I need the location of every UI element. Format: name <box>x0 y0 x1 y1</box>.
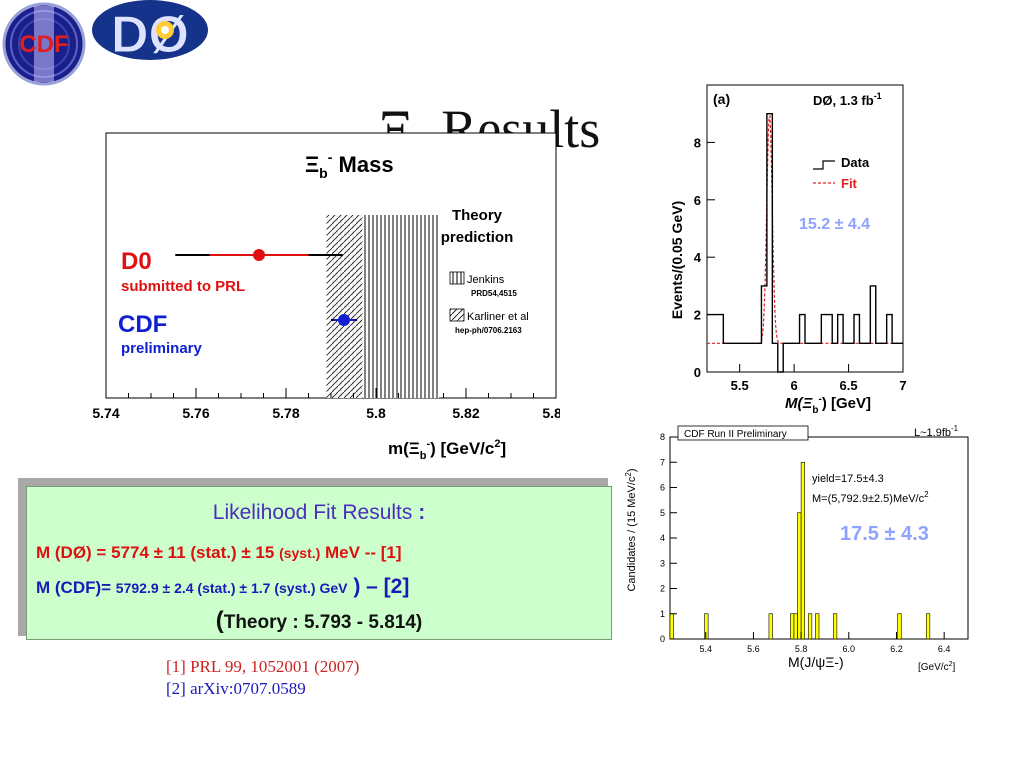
cdf-xunit: [GeV/c2] <box>918 661 955 673</box>
cdf-luminosity: L~1.9fb-1 <box>914 424 959 439</box>
d0-xtick-label-0: 5.5 <box>731 378 749 393</box>
cdf-mass-histogram: 5.4 5.6 5.8 6.0 6.2 6.4 0 1 2 3 4 5 6 7 8 CDF Run II P… <box>624 424 969 673</box>
reference-2: [2] arXiv:0707.0589 <box>166 679 306 698</box>
cdf-bar-7 <box>807 613 813 640</box>
cdf-xlabel: M(J/ψΞ-) <box>788 654 844 670</box>
legend-jenkins-ref: PRD54,4515 <box>471 289 517 298</box>
results-title: Likelihood Fit Results : <box>212 501 426 524</box>
d0-panel-label: (a) <box>713 91 730 107</box>
legend-fit-label: Fit <box>841 176 858 191</box>
cdf-bar-1 <box>704 613 709 640</box>
d0-xtick-label-1: 6 <box>790 378 797 393</box>
cdf-xtick-label-3: 6.0 <box>843 644 856 654</box>
cdf-ytick-label-7: 7 <box>660 457 665 467</box>
cdf-bar-3 <box>790 613 795 640</box>
cdf-ytick-label-8: 8 <box>660 432 665 442</box>
point-d0 <box>253 249 265 261</box>
cdf-bar-10 <box>897 613 902 640</box>
d0-xtick-label-2: 6.5 <box>840 378 858 393</box>
cdf-bar-4 <box>793 613 798 640</box>
d0-result-line: M (DØ) = 5774 ± 11 (stat.) ± 15 (syst.) … <box>36 543 402 562</box>
reference-1: [1] PRL 99, 1052001 (2007) <box>166 657 360 676</box>
cdf-ytick-label-1: 1 <box>660 609 665 619</box>
cdf-series-sublabel: preliminary <box>121 340 203 357</box>
cdf-header-box <box>677 425 809 441</box>
cdf-bar-5 <box>797 512 802 640</box>
d0-experiment-label: DØ, 1.3 fb-1 <box>813 91 882 108</box>
mass-xtick-label-5: 5.84 <box>542 405 560 421</box>
cdf-xtick-label-0: 5.4 <box>700 644 713 654</box>
d0-ytick-label-0: 0 <box>694 365 701 380</box>
cdf-series-label: CDF <box>118 311 167 338</box>
cdf-header-label: CDF Run II Preliminary <box>684 429 787 440</box>
legend-data-label: Data <box>841 155 870 170</box>
d0-yield-annotation: 15.2 ± 4.4 <box>799 216 870 233</box>
cdf-bar-6 <box>800 461 805 640</box>
cdf-ytick-label-0: 0 <box>660 634 665 644</box>
d0-data-histogram <box>707 113 903 373</box>
point-cdf <box>338 314 351 326</box>
cdf-hist-frame <box>669 436 969 640</box>
d0-ytick-label-1: 2 <box>694 308 701 323</box>
cdf-xtick-label-5: 6.4 <box>938 644 951 654</box>
theory-result-line: (Theory : 5.793 - 5.814) <box>215 607 423 634</box>
d0-logo-text: DØ <box>111 6 189 64</box>
cdf-ytick-label-2: 2 <box>660 584 665 594</box>
legend-jenkins-swatch <box>449 271 465 285</box>
d0-logo: DØ <box>92 0 208 65</box>
cdf-ytick-label-3: 3 <box>660 558 665 568</box>
cdf-xtick-label-4: 6.2 <box>890 644 903 654</box>
d0-ytick-label-4: 8 <box>694 135 701 150</box>
cdf-bar-8 <box>815 613 820 640</box>
mass-xtick-label-4: 5.82 <box>452 405 479 421</box>
cdf-yield-annotation: 17.5 ± 4.3 <box>840 523 929 545</box>
cdf-bar-9 <box>833 613 838 640</box>
collaboration-logos: CDF DØ <box>2 0 208 86</box>
cdf-logo-text: CDF <box>19 31 68 58</box>
d0-ylabel: Events/(0.05 GeV) <box>669 201 685 319</box>
cdf-mass-text: M=(5,792.9±2.5)MeV/c2 <box>812 490 929 505</box>
theory-band-1 <box>326 215 363 398</box>
theory-title-2: prediction <box>441 229 514 246</box>
mass-chart-xlabel: m(Ξb-) [GeV/c2] <box>388 438 506 462</box>
mass-xtick-label-1: 5.76 <box>182 405 209 421</box>
d0-series-sublabel: submitted to PRL <box>121 278 245 295</box>
cdf-ytick-label-6: 6 <box>660 483 665 493</box>
cdf-bar-11 <box>925 613 931 640</box>
d0-ytick-label-3: 6 <box>694 193 701 208</box>
cdf-logo: CDF <box>2 2 86 86</box>
cdf-ylabel: Candidates / (15 MeV/c2) <box>624 468 638 591</box>
d0-series-label: D0 <box>121 248 152 275</box>
legend-karliner-swatch <box>449 308 465 322</box>
cdf-bar-0 <box>669 613 674 640</box>
references: [1] PRL 99, 1052001 (2007) [2] arXiv:070… <box>166 656 359 700</box>
mass-xtick-label-3: 5.8 <box>366 405 386 421</box>
cdf-ytick-label-4: 4 <box>660 533 665 543</box>
cdf-xtick-label-1: 5.6 <box>747 644 760 654</box>
cdf-yield-text: yield=17.5±4.3 <box>812 473 884 485</box>
legend-data-swatch <box>813 160 835 170</box>
cdf-ytick-label-5: 5 <box>660 508 665 518</box>
cdf-xtick-label-2: 5.8 <box>795 644 808 654</box>
mass-chart-title: Ξb- Mass <box>305 149 394 181</box>
mass-comparison-chart: 5.745.765.785.85.825.84 Ξb- Mass Theory … <box>92 132 560 462</box>
legend-jenkins-label: Jenkins <box>467 274 505 286</box>
mass-xtick-label-2: 5.78 <box>272 405 299 421</box>
d0-xlabel: M(Ξb-) [GeV] <box>785 394 871 416</box>
mass-xtick-label-0: 5.74 <box>92 405 119 421</box>
legend-karliner-ref: hep-ph/0706.2163 <box>455 326 522 335</box>
cdf-bar-2 <box>768 613 773 640</box>
d0-xtick-label-3: 7 <box>899 378 906 393</box>
d0-ytick-label-2: 4 <box>694 250 702 265</box>
cdf-result-line: M (CDF)= 5792.9 ± 2.4 (stat.) ± 1.7 (sys… <box>36 575 410 598</box>
likelihood-results-box: Likelihood Fit Results : M (DØ) = 5774 ±… <box>26 486 612 640</box>
theory-title-1: Theory <box>452 207 503 224</box>
legend-karliner-label: Karliner et al <box>467 311 529 323</box>
